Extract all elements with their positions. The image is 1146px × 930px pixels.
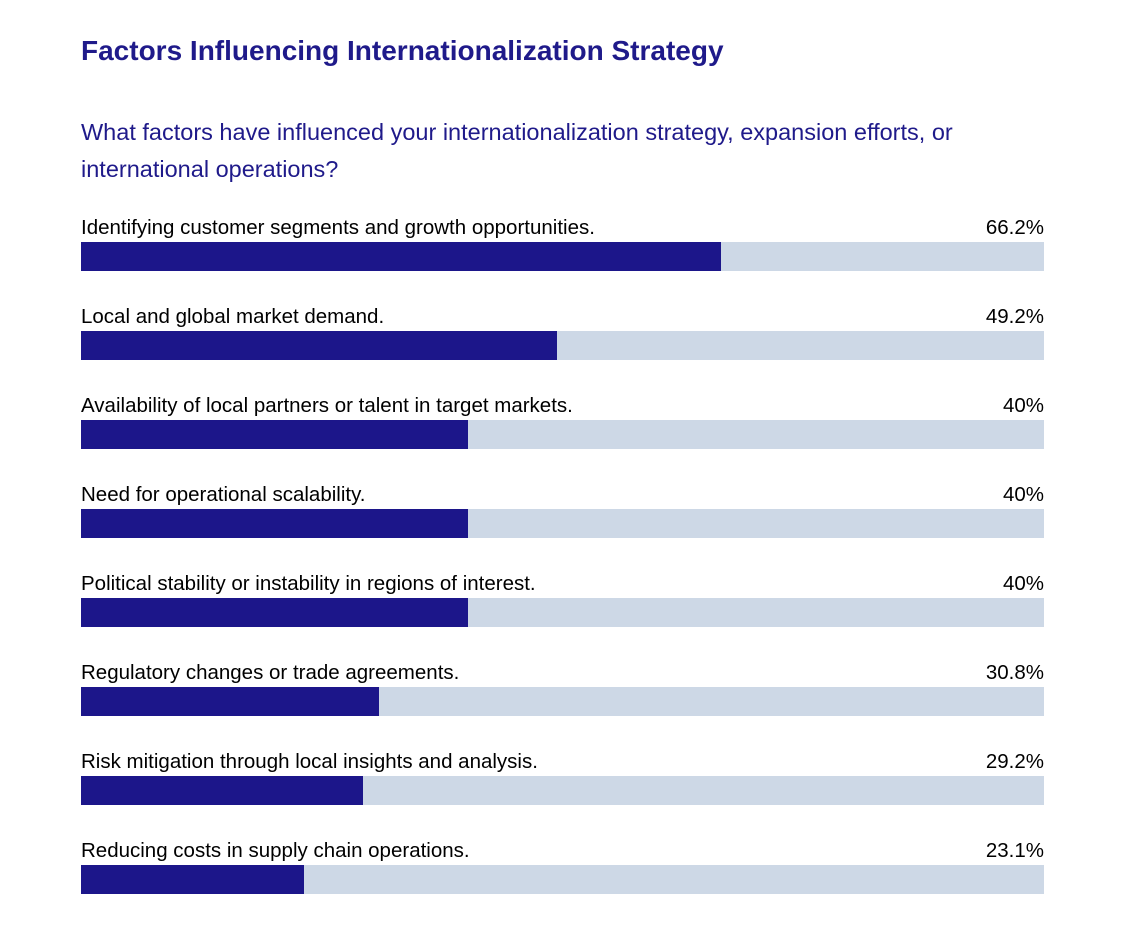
bar-fill: [81, 331, 557, 360]
bar-row: Risk mitigation through local insights a…: [81, 746, 1044, 835]
bar-track: [81, 776, 1044, 805]
bar-fill: [81, 776, 363, 805]
bar-track: [81, 331, 1044, 360]
bar-fill: [81, 687, 379, 716]
bar-value-label: 23.1%: [985, 839, 1044, 862]
bar-value-label: 30.8%: [985, 661, 1044, 684]
bar-value-label: 40%: [1002, 394, 1044, 417]
bar-label: Availability of local partners or talent…: [81, 394, 573, 417]
bar-value-label: 40%: [1002, 572, 1044, 595]
bar-track: [81, 865, 1044, 894]
bar-label: Need for operational scalability.: [81, 483, 366, 506]
bar-row: Reducing costs in supply chain operation…: [81, 835, 1044, 924]
bar-row: Regulatory changes or trade agreements. 3…: [81, 657, 1044, 746]
bar-track: [81, 509, 1044, 538]
chart-subtitle: What factors have influenced your intern…: [81, 119, 953, 182]
bar-fill: [81, 598, 468, 627]
bar-label: Reducing costs in supply chain operation…: [81, 839, 470, 862]
bar-label: Local and global market demand.: [81, 305, 385, 328]
bar-value-label: 29.2%: [985, 750, 1044, 773]
bar-label: Risk mitigation through local insights a…: [81, 750, 538, 773]
bar-row: Availability of local partners or talent…: [81, 390, 1044, 479]
bar-track: [81, 598, 1044, 627]
bar-value-label: 49.2%: [985, 305, 1044, 328]
bar-fill: [81, 420, 468, 449]
bar-label: Political stability or instability in re…: [81, 572, 536, 595]
bar-label: Identifying customer segments and growth…: [81, 216, 595, 239]
bar-track: [81, 687, 1044, 716]
bar-value-label: 66.2%: [985, 216, 1044, 239]
bar-row: Identifying customer segments and growth…: [81, 212, 1044, 301]
bar-fill: [81, 509, 468, 538]
bar-label: Regulatory changes or trade agreements.: [81, 661, 460, 684]
bar-track: [81, 242, 1044, 271]
chart-title: Factors Influencing Internationalization…: [81, 35, 724, 66]
bar-value-label: 40%: [1002, 483, 1044, 506]
bar-track: [81, 420, 1044, 449]
bar-fill: [81, 865, 304, 894]
bar-list: Identifying customer segments and growth…: [81, 212, 1044, 924]
bar-row: Need for operational scalability. 40%: [81, 479, 1044, 568]
bar-fill: [81, 242, 721, 271]
bar-row: Political stability or instability in re…: [81, 568, 1044, 657]
bar-row: Local and global market demand. 49.2%: [81, 301, 1044, 390]
